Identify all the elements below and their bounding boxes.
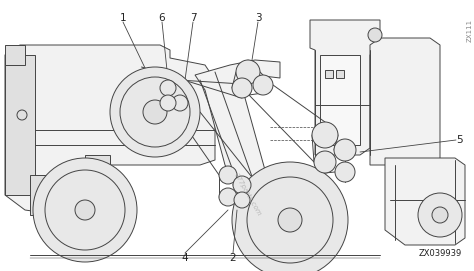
Circle shape [219, 188, 237, 206]
Circle shape [17, 110, 27, 120]
Polygon shape [30, 175, 75, 215]
Polygon shape [5, 55, 35, 195]
Bar [336, 70, 344, 78]
Circle shape [232, 78, 252, 98]
Text: 4: 4 [182, 253, 188, 263]
Polygon shape [85, 155, 110, 175]
Text: 3: 3 [255, 13, 261, 23]
Circle shape [334, 139, 356, 161]
Polygon shape [385, 158, 465, 245]
Text: 5: 5 [456, 135, 463, 145]
Bar [325, 70, 333, 78]
Bar [320, 55, 360, 145]
Circle shape [232, 162, 348, 271]
Text: 1: 1 [120, 13, 126, 23]
Circle shape [312, 122, 338, 148]
Circle shape [33, 158, 137, 262]
Circle shape [172, 95, 188, 111]
Circle shape [335, 162, 355, 182]
Text: 6: 6 [159, 13, 165, 23]
Circle shape [278, 208, 302, 232]
Circle shape [368, 28, 382, 42]
Text: ZX111: ZX111 [467, 18, 473, 41]
Circle shape [314, 151, 336, 173]
Circle shape [418, 193, 462, 237]
Polygon shape [195, 60, 280, 195]
Polygon shape [5, 45, 25, 65]
Circle shape [234, 192, 250, 208]
Circle shape [219, 166, 237, 184]
Circle shape [253, 75, 273, 95]
Circle shape [432, 207, 448, 223]
Text: 7: 7 [190, 13, 196, 23]
Text: 2: 2 [230, 253, 237, 263]
Circle shape [160, 80, 176, 96]
Polygon shape [310, 20, 380, 155]
Circle shape [236, 60, 260, 84]
Text: 777parts.com: 777parts.com [232, 172, 262, 218]
Circle shape [75, 200, 95, 220]
Circle shape [233, 176, 251, 194]
Circle shape [143, 100, 167, 124]
Polygon shape [5, 45, 215, 215]
Polygon shape [370, 38, 440, 165]
Circle shape [160, 95, 176, 111]
Circle shape [110, 67, 200, 157]
Text: ZX039939: ZX039939 [419, 249, 462, 258]
